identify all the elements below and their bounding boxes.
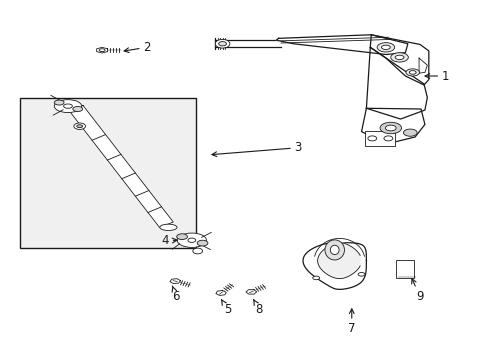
Ellipse shape [408, 71, 415, 74]
Ellipse shape [192, 248, 202, 254]
Ellipse shape [54, 100, 81, 113]
Ellipse shape [357, 273, 364, 276]
Text: 3: 3 [211, 141, 301, 157]
Ellipse shape [77, 125, 82, 128]
Polygon shape [216, 291, 226, 296]
Polygon shape [369, 35, 428, 85]
Ellipse shape [405, 69, 419, 76]
Ellipse shape [215, 40, 229, 48]
Polygon shape [245, 290, 256, 294]
Ellipse shape [394, 55, 403, 59]
Ellipse shape [160, 224, 177, 230]
Ellipse shape [74, 123, 85, 130]
Ellipse shape [197, 240, 207, 246]
Ellipse shape [312, 276, 319, 280]
Ellipse shape [379, 122, 401, 134]
Ellipse shape [390, 53, 407, 62]
Ellipse shape [325, 240, 344, 260]
Text: 2: 2 [124, 41, 150, 54]
Polygon shape [97, 48, 107, 53]
Ellipse shape [381, 45, 389, 49]
Polygon shape [317, 243, 359, 279]
Ellipse shape [330, 245, 338, 255]
Ellipse shape [385, 125, 395, 131]
Ellipse shape [383, 136, 392, 141]
Text: 8: 8 [253, 300, 262, 316]
Bar [20, 98, 195, 248]
Ellipse shape [177, 233, 206, 247]
Ellipse shape [176, 234, 187, 239]
Text: 1: 1 [424, 69, 448, 82]
Polygon shape [361, 108, 424, 144]
Text: 5: 5 [221, 300, 231, 316]
Ellipse shape [73, 107, 82, 112]
Polygon shape [303, 243, 366, 289]
Text: 4: 4 [162, 234, 177, 247]
Text: 6: 6 [172, 286, 180, 303]
Ellipse shape [187, 238, 195, 242]
Ellipse shape [63, 104, 72, 108]
Ellipse shape [376, 42, 394, 52]
Ellipse shape [99, 49, 105, 51]
Ellipse shape [54, 100, 64, 105]
Ellipse shape [218, 41, 226, 46]
Text: 7: 7 [347, 309, 355, 335]
Polygon shape [170, 279, 180, 284]
Polygon shape [366, 47, 427, 119]
Bar [395, 260, 413, 278]
Text: 9: 9 [411, 279, 423, 303]
Ellipse shape [403, 129, 416, 136]
Polygon shape [69, 105, 173, 228]
Polygon shape [276, 35, 407, 54]
Bar [365, 131, 394, 145]
Ellipse shape [367, 136, 376, 141]
Polygon shape [418, 58, 427, 73]
